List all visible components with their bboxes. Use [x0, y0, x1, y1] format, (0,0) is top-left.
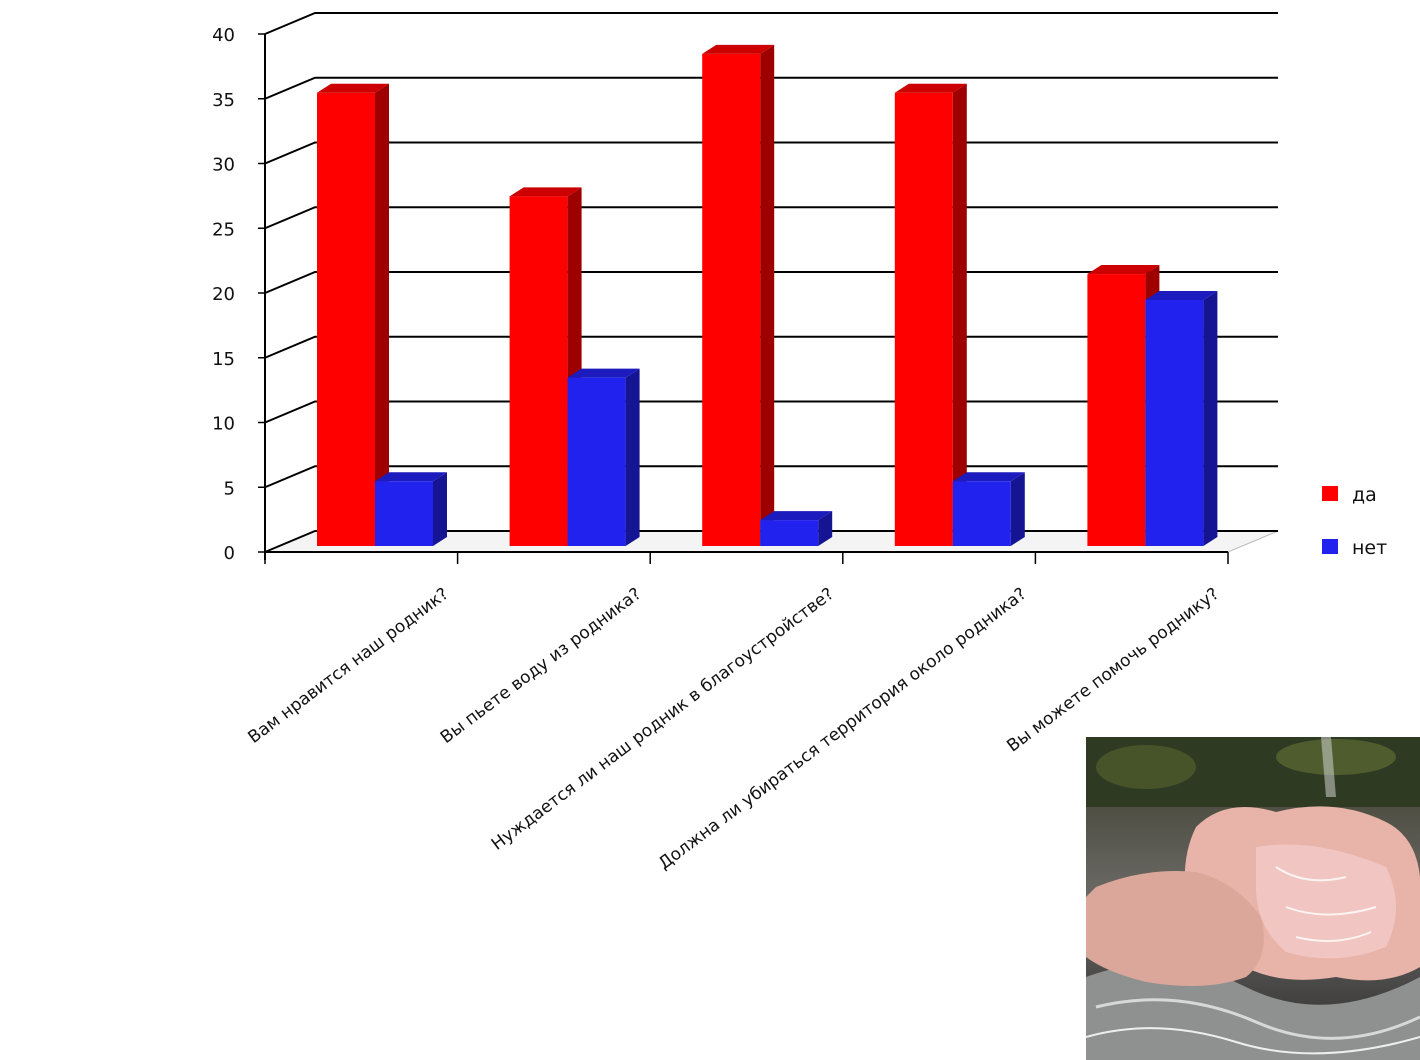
legend-label: нет — [1352, 537, 1387, 559]
y-tick-label: 10 — [212, 414, 235, 435]
axes — [258, 33, 1229, 564]
x-category-label: Должна ли убираться территория около род… — [655, 584, 1031, 874]
y-tick-label: 25 — [212, 219, 235, 240]
x-category-label: Вам нравится наш родник? — [245, 584, 453, 748]
x-category-label: Вы можете помочь роднику? — [1003, 584, 1223, 756]
legend-swatch — [1322, 486, 1338, 501]
bar-da — [509, 187, 582, 546]
legend-swatch — [1322, 539, 1338, 554]
legend: да нет — [1322, 484, 1387, 559]
bar-net — [952, 472, 1025, 546]
bar-net — [567, 368, 640, 546]
y-tick-label: 20 — [212, 284, 235, 305]
bar-net — [375, 472, 447, 546]
y-tick-labels: 0 5 10 15 20 25 30 35 40 — [212, 25, 235, 564]
bar-net — [1145, 290, 1218, 546]
bar-net — [760, 511, 833, 546]
bar-da — [702, 44, 775, 547]
y-tick-label: 5 — [224, 478, 235, 499]
y-tick-label: 15 — [212, 349, 235, 370]
spring-water-photo — [1086, 737, 1420, 1060]
category-labels: Вам нравится наш родник?Вы пьете воду из… — [245, 584, 1223, 874]
y-tick-label: 30 — [212, 155, 235, 176]
y-tick-label: 0 — [224, 543, 235, 564]
y-tick-label: 35 — [212, 90, 235, 111]
bar-da — [317, 83, 389, 546]
x-category-label: Вы пьете воду из родника? — [437, 584, 645, 748]
bar-da — [894, 83, 967, 546]
legend-label: да — [1352, 484, 1377, 506]
legend-item: нет — [1322, 537, 1387, 559]
gridline — [264, 76, 1278, 100]
legend-item: да — [1322, 484, 1377, 506]
y-tick-label: 40 — [212, 25, 235, 46]
x-category-label: Нуждается ли наш родник в благоустройств… — [488, 584, 838, 855]
bars — [317, 44, 1218, 547]
gridline — [264, 12, 1278, 35]
